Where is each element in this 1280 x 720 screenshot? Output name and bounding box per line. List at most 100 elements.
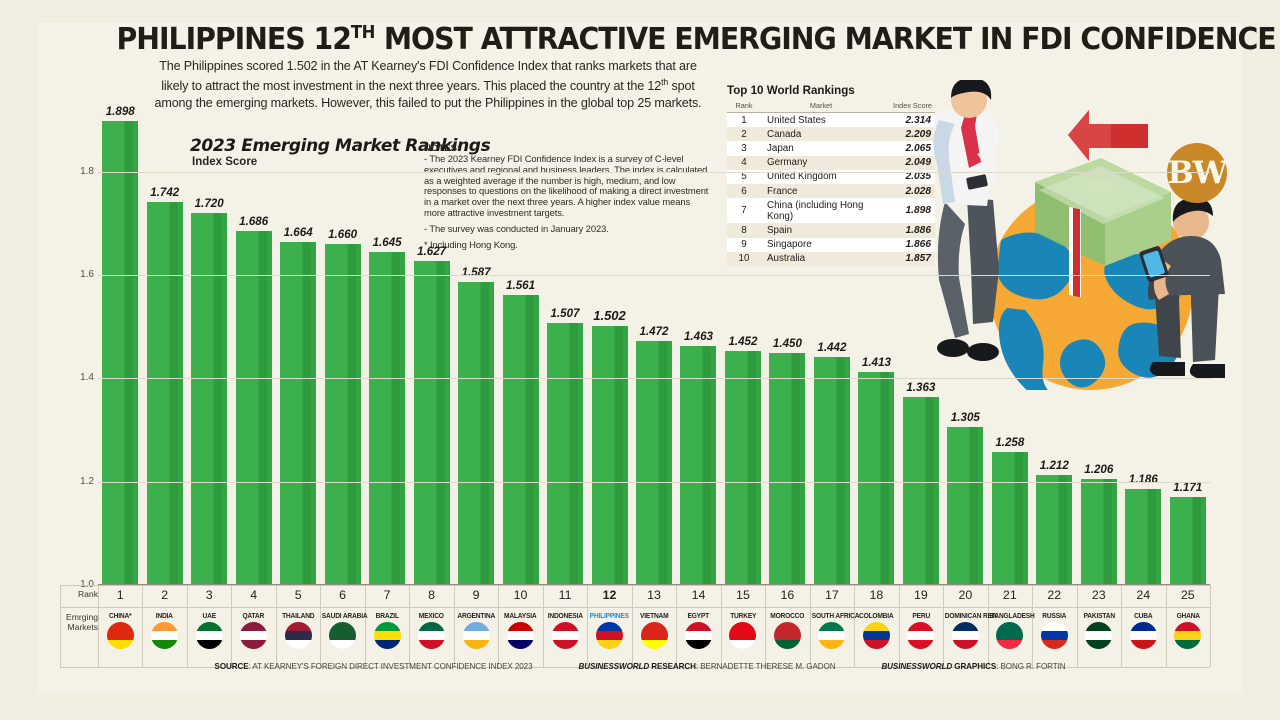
top10-market: Spain (767, 224, 793, 236)
bar-value-label: 1.452 (728, 335, 758, 349)
bar[interactable] (1080, 478, 1117, 585)
rank-cell: 6 (339, 588, 347, 602)
bar[interactable] (902, 397, 939, 585)
axis-vline (364, 585, 366, 667)
flag-icon (996, 622, 1024, 649)
bar-value-label: 1.258 (995, 435, 1025, 449)
country-cell[interactable]: BRAZIL (365, 611, 410, 649)
gridline (98, 171, 1210, 173)
country-cell[interactable]: MOROCCO (765, 611, 810, 649)
bar[interactable] (680, 345, 717, 585)
country-cell[interactable]: QATAR (231, 611, 276, 649)
axis-vline (498, 585, 500, 667)
country-cell[interactable]: TURKEY (721, 611, 766, 649)
country-cell[interactable]: INDONESIA (543, 611, 588, 649)
bar[interactable] (324, 244, 361, 585)
country-cell[interactable]: THAILAND (276, 611, 321, 649)
bar[interactable] (458, 281, 495, 585)
bar[interactable] (413, 261, 450, 585)
bar[interactable] (280, 241, 317, 585)
country-cell[interactable]: DOMINICAN REP. (943, 611, 997, 649)
country-cell[interactable]: RUSSIA (1032, 611, 1077, 649)
top10-score: 1.898 (905, 205, 932, 217)
title-pre: PHILIPPINES 12 (116, 22, 352, 57)
bar[interactable] (591, 325, 628, 585)
rank-cell: 14 (691, 588, 706, 602)
footer-research-brand: BUSINESSWORLD (578, 662, 650, 671)
bar[interactable] (991, 451, 1028, 585)
y-axis-tick-label: 1.2 (80, 475, 94, 487)
top10-table-head: Rank Market Index Score (727, 99, 935, 113)
bar-value-label: 1.627 (417, 245, 447, 259)
country-label: CHINA* (109, 611, 132, 620)
country-cell[interactable]: CHINA* (98, 611, 143, 649)
bar[interactable] (636, 341, 672, 585)
bar-value-label: 1.442 (817, 340, 847, 354)
deck-paragraph: The Philippines scored 1.502 in the AT K… (148, 58, 708, 111)
bar[interactable] (146, 201, 183, 585)
top10-rank: 3 (741, 142, 747, 154)
axis-vline (186, 585, 188, 667)
axis-vline (1210, 585, 1211, 667)
bar-value-label: 1.186 (1128, 472, 1158, 486)
bar[interactable] (724, 351, 761, 585)
flag-icon (240, 622, 268, 649)
y-axis-tick-label: 1.0 (64, 579, 94, 590)
country-cell[interactable]: COLOMBIA (854, 611, 899, 649)
bar[interactable] (858, 371, 895, 585)
footer-research-text: : BERNADETTE THERESE M. GADON (695, 662, 836, 671)
bar[interactable] (502, 295, 539, 585)
country-cell[interactable]: MALAYSIA (498, 611, 543, 649)
table-row: 10 Australia 1.857 (727, 251, 935, 266)
country-cell[interactable]: MEXICO (409, 611, 454, 649)
bar[interactable] (191, 213, 228, 585)
country-cell[interactable]: PERU (899, 611, 944, 649)
country-cell[interactable]: PAKISTAN (1077, 611, 1122, 649)
rank-cell: 2 (161, 588, 169, 602)
top10-col-rank: Rank (727, 99, 761, 113)
country-cell[interactable]: EGYPT (676, 611, 721, 649)
table-row: 3 Japan 2.065 (727, 141, 935, 156)
bar[interactable] (547, 323, 584, 585)
bar[interactable] (1125, 488, 1162, 585)
rank-cell: 8 (428, 588, 436, 602)
rank-cell: 15 (736, 588, 750, 602)
footer-graphics-label: GRAPHICS (952, 662, 997, 671)
top10-market: Japan (767, 142, 794, 154)
country-cell[interactable]: UAE (187, 611, 232, 649)
flag-icon (951, 622, 979, 649)
country-label: INDONESIA (547, 611, 583, 620)
axis-vline (676, 585, 678, 667)
country-cell[interactable]: GHANA (1166, 611, 1211, 649)
axis-baseline (98, 583, 1210, 585)
country-cell[interactable]: SAUDI ARABIA (320, 611, 368, 649)
top10-market: Singapore (767, 239, 812, 251)
country-cell[interactable]: VIETNAM (632, 611, 677, 649)
bar[interactable] (102, 121, 139, 585)
markets-row-label-line1: Emrging (66, 612, 98, 622)
top10-market: United Kingdom (767, 171, 837, 183)
bar[interactable] (235, 230, 272, 585)
bar[interactable] (369, 251, 406, 585)
country-cell[interactable]: ARGENTINA (454, 611, 499, 649)
flag-icon (862, 622, 890, 649)
rank-cell: 11 (558, 588, 572, 602)
country-cell[interactable]: INDIA (142, 611, 187, 649)
top10-score: 2.065 (905, 142, 932, 154)
country-cell[interactable]: SOUTH AFRICA (810, 611, 859, 649)
footer-source-text: : AT KEARNEY'S FOREIGN DIRECT INVESTMENT… (248, 662, 533, 671)
rank-cell: 13 (647, 588, 661, 602)
bar[interactable] (947, 427, 984, 585)
flag-icon (106, 622, 134, 649)
title-post: MOST ATTRACTIVE EMERGING MARKET IN FDI C… (374, 22, 1280, 57)
rank-cell: 24 (1136, 588, 1151, 602)
country-cell[interactable]: BANGLADESH (988, 611, 1034, 649)
bar[interactable] (769, 352, 806, 585)
bar[interactable] (1169, 496, 1206, 585)
country-cell[interactable]: CUBA (1121, 611, 1166, 649)
bar[interactable] (813, 356, 850, 585)
axis-vline (631, 585, 633, 667)
country-cell[interactable]: PHILIPPINES (587, 611, 632, 649)
flag-icon (684, 622, 712, 649)
bar[interactable] (1036, 475, 1073, 585)
